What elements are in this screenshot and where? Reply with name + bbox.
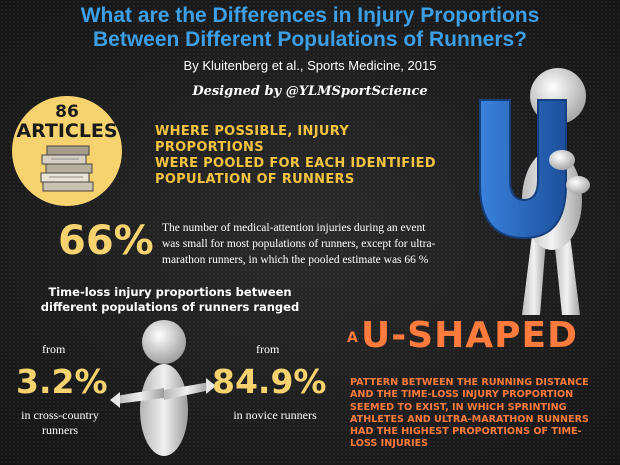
low-value: 3.2% bbox=[16, 362, 108, 401]
low-caption-line-1: in cross-country bbox=[21, 408, 99, 422]
time-loss-heading: Time-loss injury proportions between dif… bbox=[0, 285, 340, 315]
medical-attention-description: The number of medical-attention injuries… bbox=[162, 220, 457, 268]
pattern-line-3: seemed to exist, in which sprinting bbox=[350, 401, 567, 413]
high-from-label: from bbox=[256, 342, 280, 356]
high-value: 84.9% bbox=[212, 362, 327, 401]
title-line-2: Between Different Populations of Runners… bbox=[92, 28, 528, 51]
pattern-line-2: and the time-loss injury proportion bbox=[350, 389, 574, 401]
u-shaped-article: A bbox=[347, 330, 358, 346]
time-loss-line-2: different populations of runners ranged bbox=[40, 300, 300, 314]
time-loss-line-1: Time-loss injury proportions between bbox=[48, 285, 292, 299]
low-from-label: from bbox=[42, 342, 66, 356]
pattern-line-6: loss injuries bbox=[350, 438, 429, 450]
pooled-line-2: were pooled for each identified bbox=[155, 156, 436, 171]
page-title: What are the Differences in Injury Propo… bbox=[0, 4, 620, 52]
pooled-line-3: population of runners bbox=[155, 172, 355, 187]
pattern-line-5: had the highest proportions of time- bbox=[350, 426, 582, 438]
medical-attention-percentage: 66% bbox=[58, 218, 154, 264]
low-caption-line-2: runners bbox=[42, 423, 78, 437]
pattern-line-4: athletes and ultra-marathon runners bbox=[350, 413, 589, 425]
credit: Designed by @YLMSportScience bbox=[192, 84, 428, 99]
u-shaped-headline: U-SHAPED bbox=[361, 315, 578, 356]
u-letter-glyph: U bbox=[522, 174, 524, 176]
high-caption: in novice runners bbox=[233, 408, 317, 422]
pattern-line-1: Pattern between the running distance bbox=[350, 377, 589, 388]
desc-line-1: The number of medical-attention injuries… bbox=[162, 222, 426, 234]
subtitle: By Kluitenberg et al., Sports Medicine, … bbox=[183, 58, 437, 73]
articles-label: ARTICLES bbox=[16, 120, 118, 142]
stack-of-books-icon bbox=[40, 145, 94, 192]
pointing-figure-icon bbox=[110, 320, 216, 456]
u-shaped-description: Pattern between the running distance and… bbox=[350, 377, 610, 451]
pooled-statement: Where possible, injury proportions were … bbox=[155, 124, 445, 188]
desc-line-2: was small for most populations of runner… bbox=[162, 238, 436, 250]
articles-count: 86 bbox=[55, 102, 79, 122]
low-caption: in cross-country runners bbox=[0, 408, 120, 438]
desc-line-3: marathon runners, in which the pooled es… bbox=[162, 254, 429, 266]
articles-badge: 86 ARTICLES bbox=[12, 96, 122, 206]
pooled-line-1: Where possible, injury proportions bbox=[155, 124, 350, 155]
title-line-1: What are the Differences in Injury Propo… bbox=[80, 4, 540, 27]
figure-holding-u-illustration: U bbox=[479, 68, 590, 315]
